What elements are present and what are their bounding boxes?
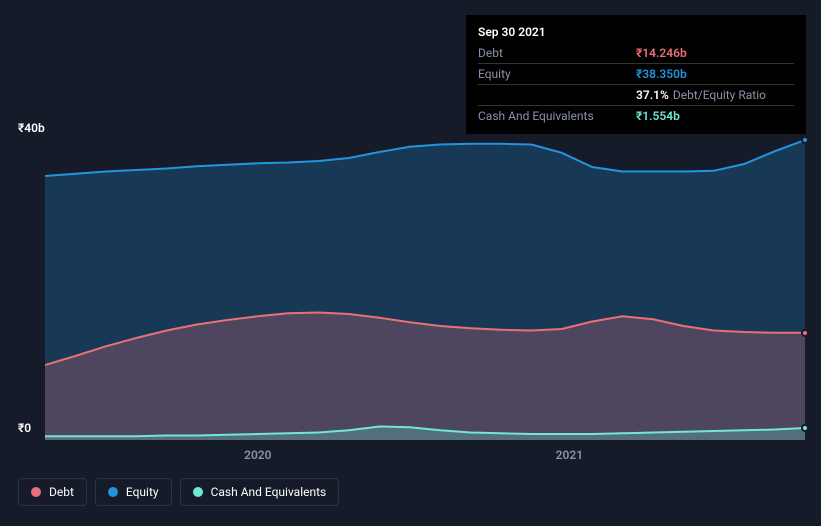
tooltip-row-value: 37.1%Debt/Equity Ratio (636, 86, 794, 104)
end-marker-equity (801, 136, 809, 144)
tooltip-row-label (478, 86, 636, 104)
legend-item-equity[interactable]: Equity (95, 478, 172, 506)
tooltip-row: Debt₹14.246b (478, 43, 794, 63)
legend-label: Debt (49, 485, 74, 499)
tooltip-rows: Debt₹14.246bEquity₹38.350b37.1%Debt/Equi… (478, 43, 794, 126)
x-axis-tick: 2020 (244, 448, 271, 462)
tooltip-row-label: Cash And Equivalents (478, 107, 636, 125)
legend-label: Cash And Equivalents (211, 485, 327, 499)
tooltip-row: Equity₹38.350b (478, 63, 794, 84)
tooltip-row-value: ₹1.554b (636, 107, 794, 125)
tooltip-row-label: Equity (478, 65, 636, 83)
legend-swatch (31, 487, 41, 497)
tooltip-date: Sep 30 2021 (478, 23, 794, 41)
legend: Debt Equity Cash And Equivalents (18, 478, 339, 506)
chart-plot-area (45, 140, 805, 440)
end-marker-cash (801, 424, 809, 432)
tooltip-row-value: ₹38.350b (636, 65, 794, 83)
end-marker-debt (801, 329, 809, 337)
tooltip-row: 37.1%Debt/Equity Ratio (478, 84, 794, 105)
tooltip-row-label: Debt (478, 44, 636, 62)
legend-item-cash[interactable]: Cash And Equivalents (180, 478, 340, 506)
y-axis-max-label: ₹40b (18, 121, 45, 135)
legend-swatch (108, 487, 118, 497)
legend-label: Equity (126, 485, 159, 499)
x-axis-tick: 2021 (556, 448, 583, 462)
tooltip-row-value: ₹14.246b (636, 44, 794, 62)
tooltip-row: Cash And Equivalents₹1.554b (478, 105, 794, 126)
y-axis-min-label: ₹0 (18, 421, 31, 435)
legend-item-debt[interactable]: Debt (18, 478, 87, 506)
financials-chart: Sep 30 2021 Debt₹14.246bEquity₹38.350b37… (0, 0, 821, 526)
legend-swatch (193, 487, 203, 497)
tooltip-row-secondary: Debt/Equity Ratio (673, 88, 766, 102)
chart-tooltip: Sep 30 2021 Debt₹14.246bEquity₹38.350b37… (466, 15, 806, 134)
